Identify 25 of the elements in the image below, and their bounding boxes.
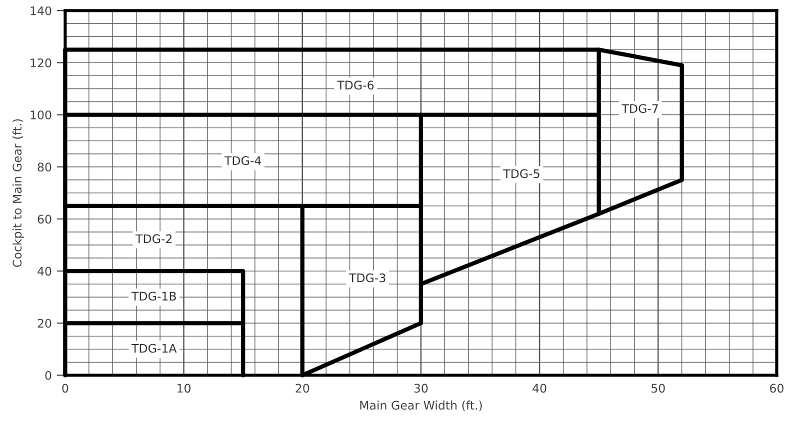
y-tick-label: 80 [38,162,52,172]
y-tick-label: 0 [45,370,52,380]
annotation: TDG-1A [131,344,177,353]
x-tick-label: 20 [296,384,310,393]
y-tick-label: 60 [38,214,52,224]
x-tick-label: 0 [62,384,68,393]
x-tick-label: 10 [178,384,191,393]
annotation: TDG-3 [348,273,386,282]
x-axis-title: Main Gear Width (ft.) [360,400,482,412]
x-tick-label: 60 [770,384,784,393]
annotation: TDG-7 [622,104,658,113]
x-tick-label: 40 [532,384,546,393]
y-tick-label: 120 [30,58,52,68]
y-axis-title: Cockpit to Main Gear (ft.) [12,119,24,267]
y-tick-label: 20 [38,318,52,328]
x-tick-label: 30 [414,384,428,393]
annotation: TDG-4 [224,156,262,166]
annotation: TDG-6 [337,80,374,90]
annotation: TDG-2 [135,234,172,244]
x-tick-label: 50 [652,384,665,393]
annotation: TDG-1B [131,292,176,301]
y-tick-label: 100 [30,110,52,120]
y-tick-label: 140 [30,6,52,16]
y-tick-label: 40 [38,266,52,276]
annotation: TDG-5 [503,169,540,178]
